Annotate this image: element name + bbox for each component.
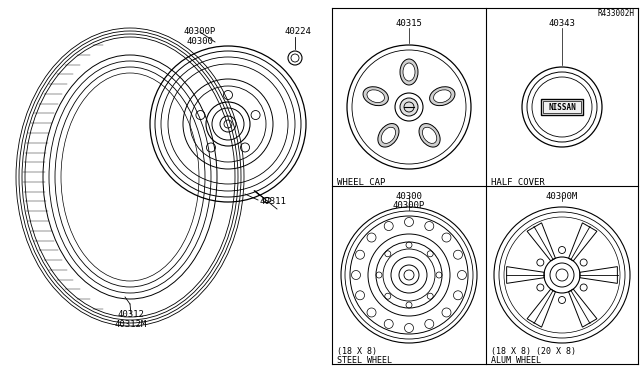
Text: R433002H: R433002H — [597, 9, 634, 18]
Polygon shape — [580, 267, 618, 283]
Text: 40300M: 40300M — [546, 192, 578, 201]
Polygon shape — [527, 223, 556, 261]
Bar — [543, 101, 581, 113]
Ellipse shape — [381, 127, 396, 143]
Polygon shape — [568, 289, 597, 327]
Ellipse shape — [429, 87, 455, 106]
Text: 40343: 40343 — [548, 19, 575, 28]
Ellipse shape — [400, 59, 418, 85]
Polygon shape — [527, 289, 556, 327]
Polygon shape — [507, 267, 544, 283]
Text: (18 X 8): (18 X 8) — [337, 347, 377, 356]
Text: WHEEL CAP: WHEEL CAP — [337, 178, 385, 187]
Text: 40312: 40312 — [118, 310, 145, 319]
Polygon shape — [568, 223, 597, 261]
Text: 40224: 40224 — [285, 27, 312, 36]
Ellipse shape — [378, 124, 399, 147]
Text: 40300P: 40300P — [393, 201, 425, 210]
Text: 40300: 40300 — [396, 192, 422, 201]
Ellipse shape — [367, 90, 385, 103]
Text: 40300: 40300 — [187, 37, 213, 46]
Text: STEEL WHEEL: STEEL WHEEL — [337, 356, 392, 365]
Text: ALUM WHEEL: ALUM WHEEL — [491, 356, 541, 365]
Text: 40315: 40315 — [396, 19, 422, 28]
Ellipse shape — [363, 87, 388, 106]
Text: 40300P: 40300P — [184, 27, 216, 36]
Text: (18 X 8) (20 X 8): (18 X 8) (20 X 8) — [491, 347, 576, 356]
Text: NISSAN: NISSAN — [548, 103, 576, 112]
Bar — [541, 99, 583, 115]
Text: 40312M: 40312M — [115, 320, 147, 329]
Circle shape — [400, 98, 418, 116]
Text: 40311: 40311 — [260, 197, 287, 206]
Ellipse shape — [419, 124, 440, 147]
Ellipse shape — [403, 63, 415, 81]
Ellipse shape — [422, 127, 436, 143]
Text: HALF COVER: HALF COVER — [491, 178, 545, 187]
Ellipse shape — [433, 90, 451, 103]
